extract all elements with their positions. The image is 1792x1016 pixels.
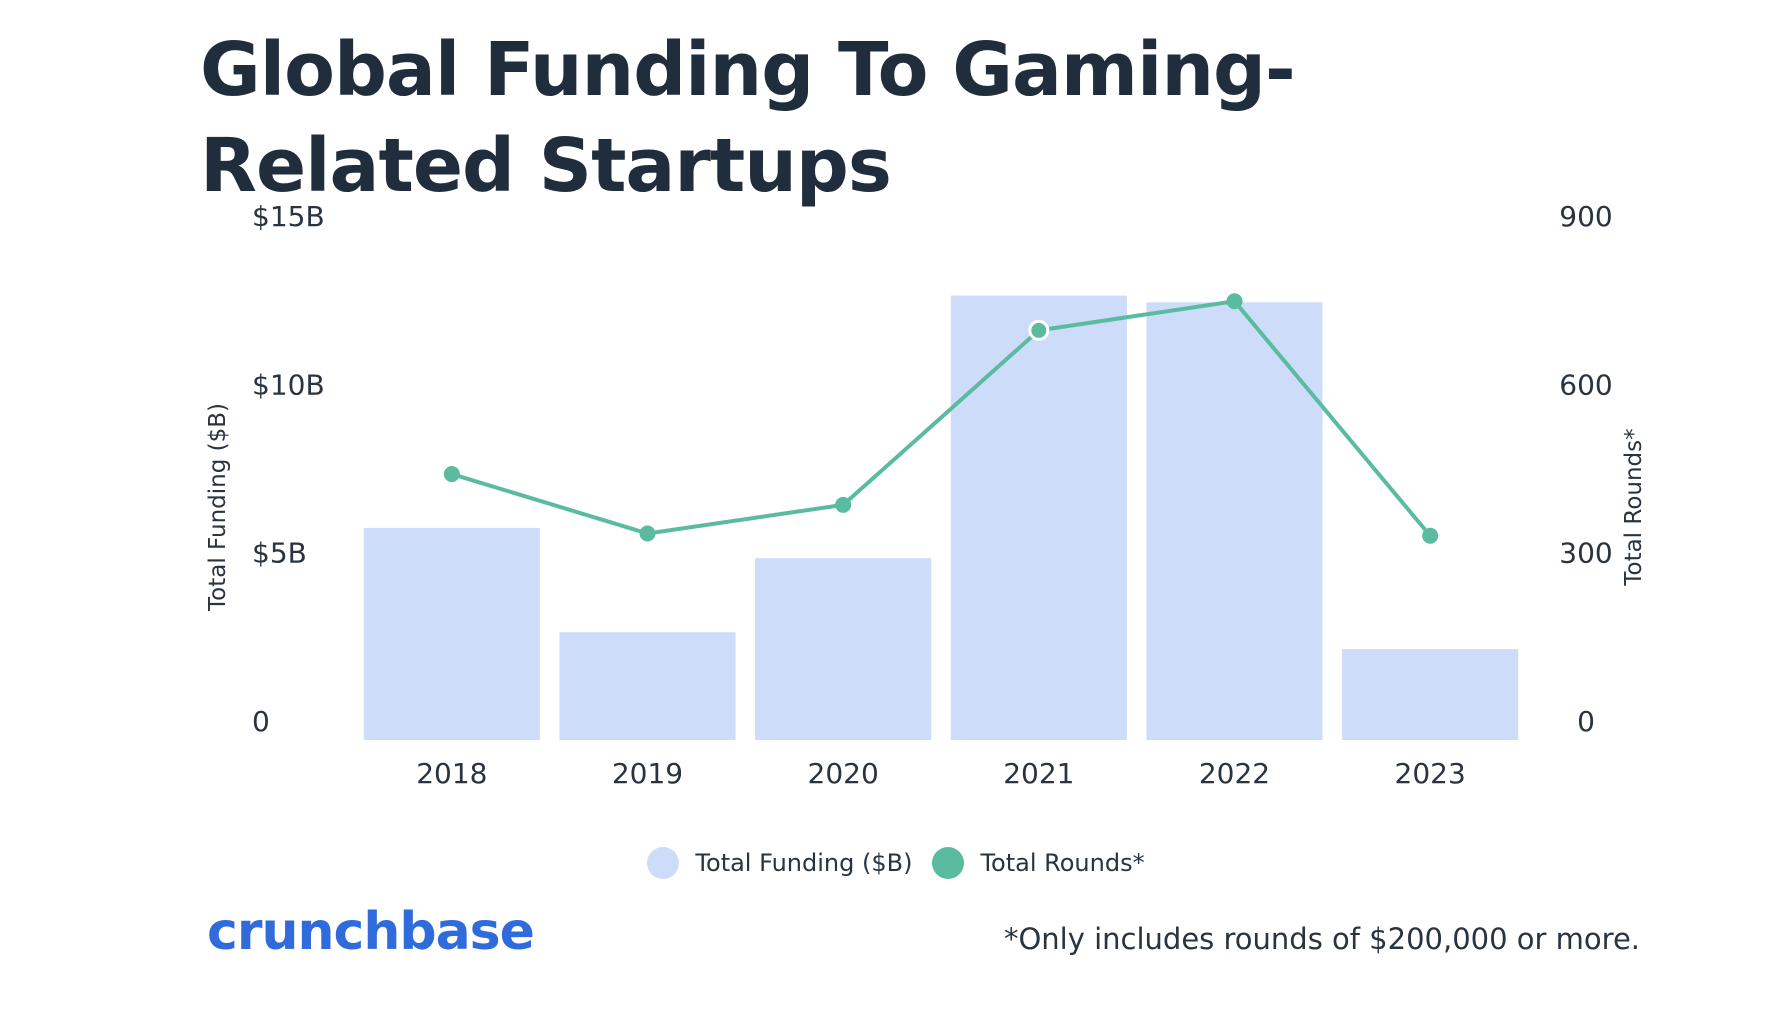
bar-2021 xyxy=(950,295,1127,740)
left-axis-ticks: 0 $5B $10B $15B xyxy=(252,200,325,738)
crunchbase-logo[interactable]: crunchbase xyxy=(207,902,535,962)
legend-item-rounds[interactable]: Total Rounds* xyxy=(932,847,1145,879)
right-tick-label: 600 xyxy=(1559,368,1612,401)
bar-2018 xyxy=(363,527,540,740)
chart-title: Global Funding To Gaming-Related Startup… xyxy=(200,27,1296,209)
bar-2019 xyxy=(559,632,736,740)
bar-2022 xyxy=(1146,302,1323,740)
legend-item-funding[interactable]: Total Funding ($B) xyxy=(647,847,912,879)
left-tick-label: $15B xyxy=(252,200,325,233)
funding-swatch-icon xyxy=(647,847,680,879)
rounds-point-2023[interactable] xyxy=(1422,527,1439,544)
right-tick-label: 900 xyxy=(1559,200,1612,233)
rounds-point-2019[interactable] xyxy=(639,525,656,542)
rounds-swatch-icon xyxy=(932,847,965,879)
right-tick-label: 0 xyxy=(1577,705,1595,738)
bar-series xyxy=(363,295,1519,740)
x-tick-label: 2023 xyxy=(1395,757,1466,790)
rounds-line xyxy=(451,299,1432,538)
rounds-point-2022[interactable] xyxy=(1226,293,1243,310)
bar-2020 xyxy=(755,558,932,740)
line-series xyxy=(443,293,1439,544)
left-tick-label: $5B xyxy=(252,537,307,570)
legend-label-rounds: Total Rounds* xyxy=(980,849,1145,877)
rounds-point-2020[interactable] xyxy=(835,496,852,513)
right-axis-title: Total Rounds* xyxy=(1621,428,1647,586)
legend: Total Funding ($B) Total Rounds* xyxy=(0,843,1792,883)
x-tick-label: 2020 xyxy=(808,757,879,790)
footnote: *Only includes rounds of $200,000 or mor… xyxy=(1003,922,1640,956)
x-tick-label: 2018 xyxy=(416,757,487,790)
x-tick-label: 2022 xyxy=(1199,757,1270,790)
right-axis-ticks: 0 300 600 900 xyxy=(1559,200,1612,738)
x-axis-ticks: 2018 2019 2020 2021 2022 2023 xyxy=(416,757,1466,790)
x-tick-label: 2021 xyxy=(1003,757,1074,790)
x-tick-label: 2019 xyxy=(612,757,683,790)
rounds-point-2021[interactable] xyxy=(1028,319,1050,341)
left-tick-label: $10B xyxy=(252,368,325,401)
bar-2023 xyxy=(1342,649,1519,740)
left-tick-label: 0 xyxy=(252,705,270,738)
rounds-point-2018[interactable] xyxy=(443,466,460,483)
left-axis-title: Total Funding ($B) xyxy=(205,403,231,612)
legend-label-funding: Total Funding ($B) xyxy=(695,849,913,877)
right-tick-label: 300 xyxy=(1559,537,1612,570)
